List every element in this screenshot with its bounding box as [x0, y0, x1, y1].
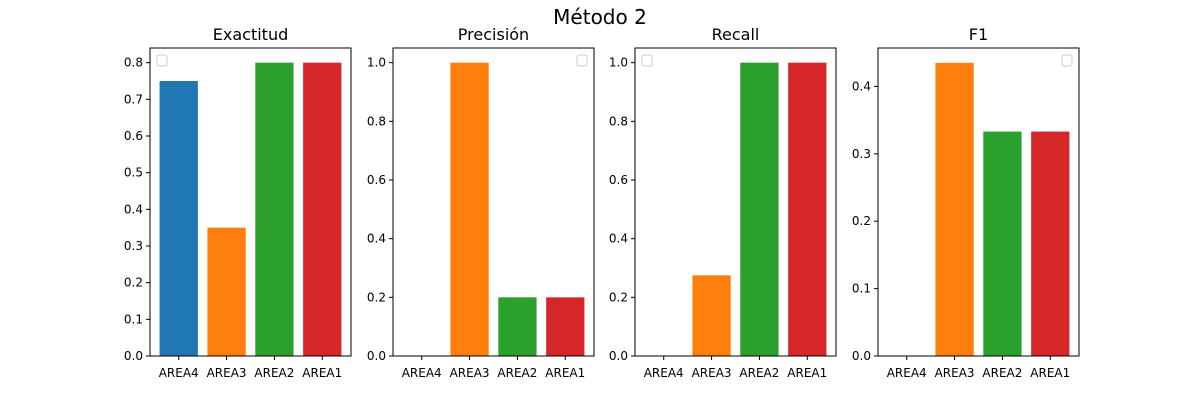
figure-title: Método 2 — [553, 5, 647, 29]
y-tick-label: 0.0 — [609, 349, 628, 363]
x-tick-label: AREA2 — [497, 366, 537, 380]
subplot-4: F1 AREA4 AREA3 AREA2 AREA1 0.0 0.1 0.2 0.3 0.4 — [852, 25, 1080, 380]
x-tick-label: AREA4 — [644, 366, 684, 380]
x-tick-label: AREA1 — [1030, 366, 1070, 380]
y-tick-label: 0.4 — [609, 232, 628, 246]
legend-box — [576, 54, 588, 67]
y-tick-label: 0.4 — [367, 232, 386, 246]
y-tick-label: 0.4 — [124, 202, 143, 216]
bar-area1 — [546, 297, 585, 356]
y-tick-label: 0.2 — [852, 214, 871, 228]
y-tick-label: 0.6 — [609, 173, 628, 187]
axes-frame — [149, 47, 352, 357]
x-tick-label: AREA3 — [935, 366, 975, 380]
y-tick-label: 0.6 — [367, 173, 386, 187]
subplot-3: Recall AREA4 AREA3 AREA2 AREA1 0.0 0.2 0.4 0.6 0.… — [609, 25, 837, 380]
x-tick-label: AREA2 — [739, 366, 779, 380]
bar-area3 — [692, 275, 731, 356]
subplot-2: Precisión AREA4 AREA3 AREA2 AREA1 0.0 0.2 0.4 0.… — [367, 25, 595, 380]
y-tick-label: 0.5 — [124, 166, 143, 180]
x-tick-label: AREA1 — [545, 366, 585, 380]
y-tick-label: 0.3 — [852, 147, 871, 161]
x-tick-label: AREA3 — [692, 366, 732, 380]
bar-area4 — [159, 81, 198, 356]
subplot-1: Exactitud AREA4 AREA3 AREA2 AREA1 0.0 0.1 0.2 0.… — [124, 25, 352, 380]
x-tick-label: AREA3 — [207, 366, 247, 380]
y-tick-label: 0.4 — [852, 79, 871, 93]
legend-box — [156, 54, 168, 67]
y-tick-label: 0.2 — [609, 290, 628, 304]
x-tick-label: AREA2 — [982, 366, 1022, 380]
subplot-title: Recall — [712, 25, 760, 44]
bar-area2 — [983, 131, 1022, 356]
bar-area1 — [788, 62, 827, 357]
x-tick-label: AREA4 — [887, 366, 927, 380]
x-tick-label: AREA2 — [254, 366, 294, 380]
y-tick-label: 0.1 — [124, 312, 143, 326]
y-tick-label: 1.0 — [367, 56, 386, 70]
y-tick-label: 0.0 — [367, 349, 386, 363]
y-tick-label: 0.6 — [124, 129, 143, 143]
bar-area1 — [1031, 131, 1070, 356]
x-tick-label: AREA3 — [450, 366, 490, 380]
y-tick-label: 0.0 — [852, 349, 871, 363]
y-tick-label: 0.2 — [367, 290, 386, 304]
subplot-title: Precisión — [458, 25, 529, 44]
axes-frame — [634, 47, 837, 357]
axes-frame — [877, 47, 1080, 357]
bar-area3 — [207, 227, 246, 356]
bar-area1 — [303, 62, 342, 357]
bar-area2 — [498, 297, 537, 356]
subplot-title: Exactitud — [213, 25, 288, 44]
bar-area3 — [935, 62, 974, 356]
y-tick-label: 0.8 — [367, 114, 386, 128]
legend-box — [641, 54, 653, 67]
bar-area3 — [450, 62, 489, 357]
y-tick-label: 0.7 — [124, 92, 143, 106]
subplots: Exactitud AREA4 AREA3 AREA2 AREA1 0.0 0.1 0.2 0.… — [124, 25, 1080, 380]
y-tick-label: 0.0 — [124, 349, 143, 363]
x-tick-label: AREA4 — [402, 366, 442, 380]
y-tick-label: 0.3 — [124, 239, 143, 253]
x-tick-label: AREA1 — [302, 366, 342, 380]
bar-area2 — [740, 62, 779, 357]
y-tick-label: 0.8 — [609, 114, 628, 128]
x-tick-label: AREA1 — [787, 366, 827, 380]
legend-box — [1061, 54, 1073, 67]
y-tick-label: 0.1 — [852, 282, 871, 296]
x-tick-label: AREA4 — [159, 366, 199, 380]
y-tick-label: 0.2 — [124, 276, 143, 290]
y-tick-label: 0.8 — [124, 56, 143, 70]
axes-frame — [392, 47, 595, 357]
subplot-title: F1 — [969, 25, 988, 44]
y-tick-label: 1.0 — [609, 56, 628, 70]
bar-area2 — [255, 62, 294, 357]
